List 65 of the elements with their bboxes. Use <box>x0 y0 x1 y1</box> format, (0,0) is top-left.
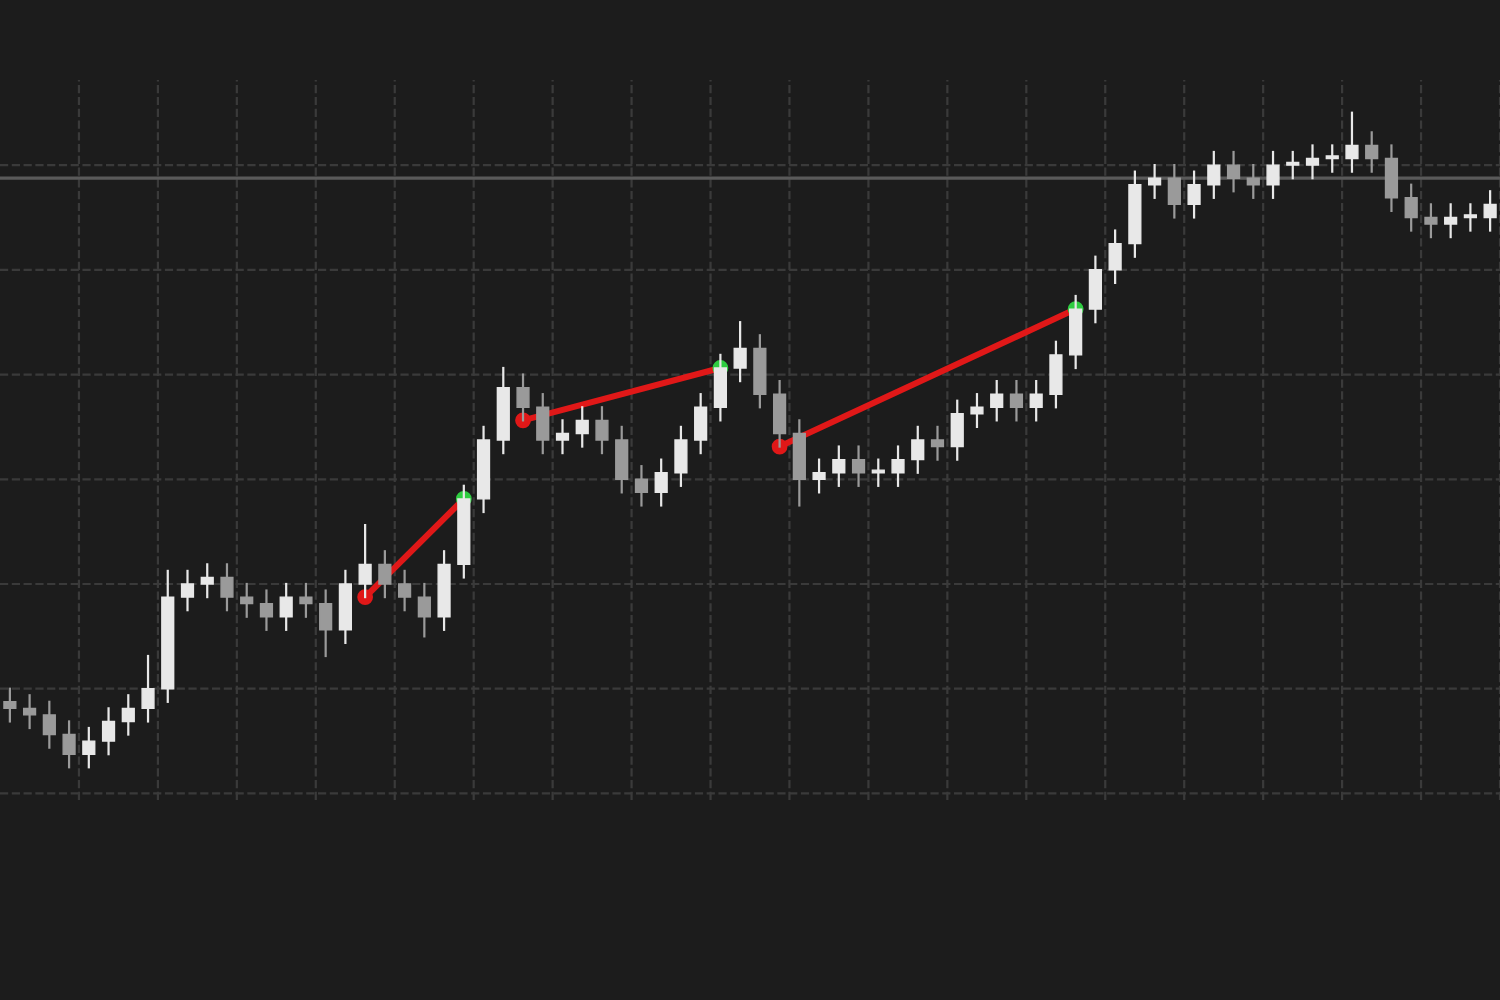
candlestick <box>1345 111 1359 173</box>
candlestick <box>338 569 353 645</box>
candlestick <box>911 425 925 474</box>
candlestick <box>1246 163 1260 199</box>
candlestick <box>1404 183 1418 232</box>
candlestick <box>733 321 747 383</box>
candlestick <box>240 582 254 618</box>
candlestick <box>891 445 905 487</box>
candlestick <box>417 582 431 638</box>
candlestick <box>1325 144 1339 173</box>
candlestick <box>812 458 826 494</box>
candlestick <box>1187 170 1201 219</box>
candlestick <box>220 563 234 612</box>
candlestick <box>101 707 116 756</box>
candlestick <box>1049 340 1063 409</box>
candlestick <box>1167 163 1181 219</box>
candlestick <box>180 569 195 612</box>
candlestick <box>378 550 392 599</box>
candlestick <box>42 700 56 749</box>
candlestick <box>397 569 412 612</box>
candlestick <box>555 419 570 455</box>
candlestick <box>279 582 293 631</box>
candlestick <box>694 393 708 455</box>
candlestick <box>62 720 76 769</box>
candlestick <box>299 582 313 618</box>
candlestick <box>575 406 589 448</box>
candlestick <box>634 465 649 507</box>
candlestick <box>1088 255 1103 324</box>
candlestick <box>259 589 274 631</box>
candlestick <box>82 726 96 769</box>
candlestick <box>1147 163 1162 199</box>
candlestick <box>1266 150 1280 199</box>
candlestick <box>930 425 945 461</box>
candlestick <box>1226 150 1241 193</box>
candlestick <box>1483 190 1497 232</box>
candlestick <box>141 654 155 723</box>
candlestick <box>536 393 550 455</box>
candlestick <box>990 379 1004 422</box>
candlestick <box>1009 379 1024 422</box>
candlestick <box>1424 203 1438 239</box>
candlestick <box>1444 203 1458 239</box>
candlestick <box>1029 379 1043 422</box>
candlestick <box>674 425 688 487</box>
candlestick <box>792 419 806 507</box>
candlestick <box>871 458 885 487</box>
candlestick <box>1384 144 1399 213</box>
candlestick <box>595 406 609 455</box>
candlestick <box>851 445 866 487</box>
candlestick <box>753 334 767 409</box>
candlestick <box>1365 131 1379 173</box>
candlestick <box>121 694 135 736</box>
candlestick <box>22 694 37 730</box>
candlestick <box>1305 144 1320 180</box>
candlestick <box>832 445 846 487</box>
candlestick <box>1108 229 1122 285</box>
candlestick <box>1207 150 1221 199</box>
candlestick <box>200 563 214 599</box>
candlestick <box>319 589 333 658</box>
candlestick <box>950 399 964 461</box>
candlestick <box>615 425 629 494</box>
candlestick <box>1463 203 1478 232</box>
candlestick <box>3 687 17 723</box>
candlestick <box>970 393 984 429</box>
candlestick <box>1286 150 1300 180</box>
candlestick <box>654 458 668 507</box>
